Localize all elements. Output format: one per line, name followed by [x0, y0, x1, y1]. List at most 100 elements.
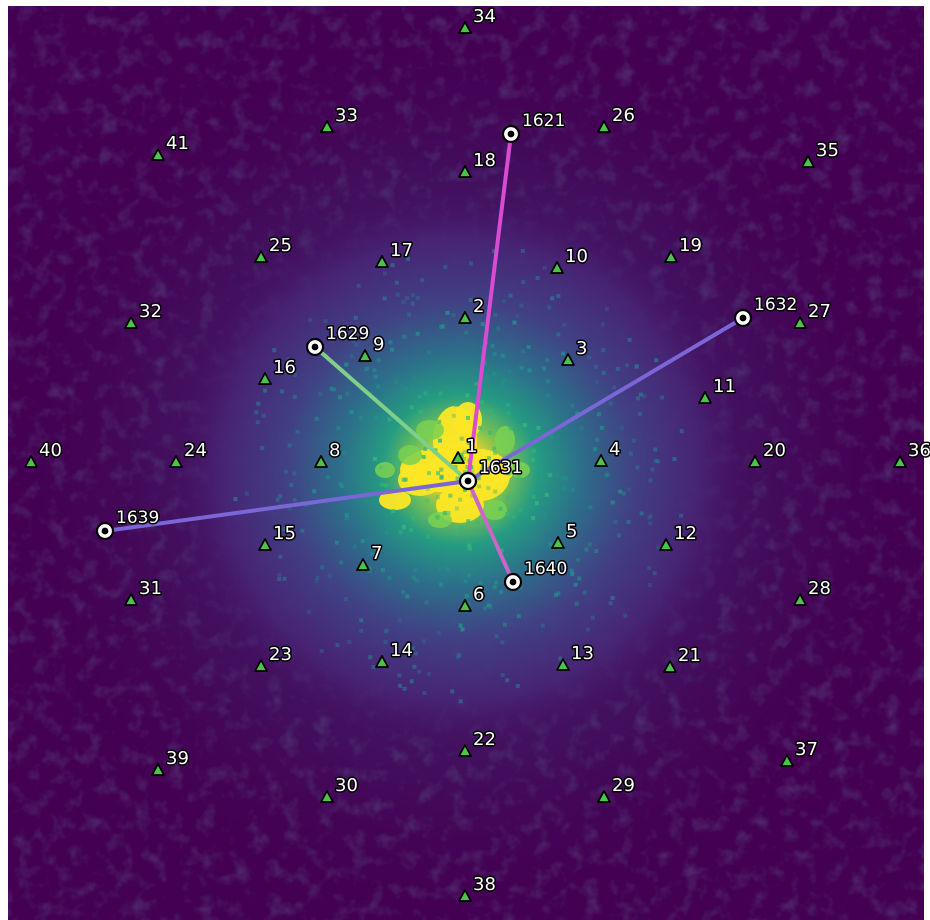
station-8[interactable]: 8 — [314, 439, 342, 468]
speckle — [395, 292, 400, 297]
station-triangle-icon — [748, 455, 762, 468]
speckle — [582, 590, 587, 595]
station-33[interactable]: 33 — [320, 104, 359, 133]
event-dot-icon — [507, 130, 515, 138]
station-25[interactable]: 25 — [254, 234, 293, 263]
station-triangle-icon — [314, 455, 328, 468]
speckle — [492, 372, 497, 377]
station-22[interactable]: 22 — [458, 728, 497, 757]
station-15[interactable]: 15 — [258, 522, 297, 551]
speckle — [601, 348, 606, 353]
station-label: 38 — [473, 874, 496, 895]
link-1631-1621 — [466, 132, 513, 483]
station-38[interactable]: 38 — [458, 873, 497, 902]
station-triangle-icon — [597, 120, 611, 133]
station-19[interactable]: 19 — [664, 234, 703, 263]
station-6[interactable]: 6 — [458, 583, 486, 612]
station-10[interactable]: 10 — [550, 245, 589, 274]
station-37[interactable]: 37 — [780, 738, 819, 767]
station-7[interactable]: 7 — [356, 542, 384, 571]
station-label: 4 — [609, 439, 620, 460]
speckle — [599, 425, 604, 430]
speckle — [439, 467, 444, 472]
station-14[interactable]: 14 — [375, 639, 414, 668]
speckle — [648, 478, 653, 483]
speckle — [516, 474, 521, 479]
station-21[interactable]: 21 — [663, 644, 702, 673]
station-triangle-icon — [356, 558, 370, 571]
station-28[interactable]: 28 — [793, 577, 832, 606]
station-2[interactable]: 2 — [458, 295, 486, 324]
station-1[interactable]: 1 — [451, 435, 479, 464]
event-1629[interactable]: 1629 — [305, 323, 371, 357]
speckle — [574, 601, 579, 606]
speckle — [398, 530, 403, 535]
speckle — [565, 531, 570, 536]
speckle — [496, 326, 501, 331]
station-12[interactable]: 12 — [659, 522, 698, 551]
speckle — [373, 456, 378, 461]
speckle — [387, 575, 392, 580]
station-24[interactable]: 24 — [169, 439, 208, 468]
station-triangle-icon — [375, 255, 389, 268]
station-39[interactable]: 39 — [151, 747, 190, 776]
station-5[interactable]: 5 — [551, 520, 579, 549]
speckle — [679, 429, 684, 434]
speckle — [477, 484, 482, 489]
speckle — [538, 571, 543, 576]
speckle — [388, 340, 393, 345]
station-triangle-icon — [801, 155, 815, 168]
station-label: 14 — [390, 640, 413, 661]
event-dot-icon — [509, 578, 517, 586]
station-9[interactable]: 9 — [358, 333, 386, 362]
speckle — [354, 343, 359, 347]
station-triangle-icon — [663, 660, 677, 673]
station-27[interactable]: 27 — [793, 300, 832, 329]
station-label: 29 — [612, 775, 635, 796]
station-23[interactable]: 23 — [254, 643, 293, 672]
speckle — [422, 385, 427, 390]
speckle — [436, 471, 440, 476]
station-label: 9 — [373, 334, 384, 355]
speckle — [312, 489, 317, 494]
event-1639[interactable]: 1639 — [95, 507, 161, 541]
speckle — [508, 293, 513, 298]
station-13[interactable]: 13 — [556, 642, 595, 671]
station-34[interactable]: 34 — [458, 5, 497, 34]
station-31[interactable]: 31 — [124, 577, 163, 606]
speckle — [344, 362, 349, 367]
station-triangle-icon — [375, 655, 389, 668]
station-29[interactable]: 29 — [597, 774, 636, 803]
speckle — [460, 627, 465, 632]
event-1640[interactable]: 1640 — [503, 558, 569, 592]
speckle — [488, 409, 493, 414]
speckle — [521, 349, 525, 354]
speckle — [378, 465, 383, 470]
speckle — [587, 542, 592, 547]
speckle — [467, 546, 472, 551]
station-20[interactable]: 20 — [748, 439, 787, 468]
station-16[interactable]: 16 — [258, 356, 297, 385]
core-edge-blob — [510, 462, 530, 478]
station-41[interactable]: 41 — [151, 132, 190, 161]
station-18[interactable]: 18 — [458, 149, 497, 178]
speckle — [556, 294, 561, 298]
station-32[interactable]: 32 — [124, 300, 163, 329]
station-11[interactable]: 11 — [698, 375, 737, 404]
event-1632[interactable]: 1632 — [733, 294, 799, 328]
station-40[interactable]: 40 — [24, 439, 63, 468]
station-3[interactable]: 3 — [561, 337, 589, 366]
station-17[interactable]: 17 — [375, 239, 414, 268]
speckle — [550, 296, 555, 301]
station-26[interactable]: 26 — [597, 104, 636, 133]
event-1631[interactable]: 1631 — [458, 457, 524, 491]
event-1621[interactable]: 1621 — [501, 110, 567, 144]
station-4[interactable]: 4 — [594, 438, 622, 467]
speckle — [575, 411, 580, 416]
speckle — [478, 426, 482, 430]
station-36[interactable]: 36 — [893, 439, 930, 468]
speckle — [588, 505, 593, 510]
station-30[interactable]: 30 — [320, 774, 359, 803]
speckle — [426, 350, 431, 355]
station-35[interactable]: 35 — [801, 139, 840, 168]
